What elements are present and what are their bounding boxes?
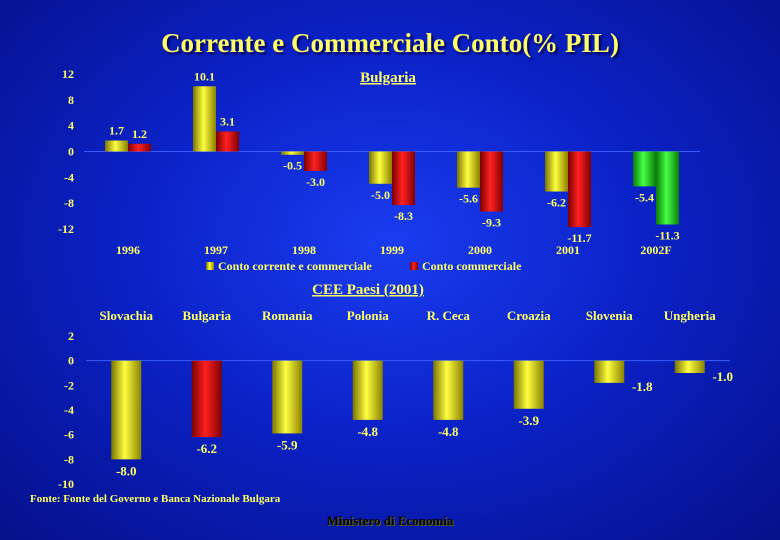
data-label: -6.2 [547, 196, 566, 210]
bar-country [191, 360, 222, 438]
data-label: 10.1 [194, 69, 215, 83]
y-tick-label: -2 [64, 378, 74, 392]
bulgaria-x-labels: 1996 1997 1998 1999 2000 2001 2002F [116, 243, 672, 257]
y-tick-label: -6 [64, 428, 74, 442]
bar-current-account [193, 86, 216, 152]
category-label: Croazia [507, 308, 551, 323]
bar-trade-account [392, 151, 415, 206]
bar-current-account [633, 151, 656, 187]
bar-country [594, 360, 625, 383]
data-label: 1.2 [132, 127, 147, 141]
y-tick-label: 12 [62, 67, 74, 81]
y-tick-label: 2 [68, 329, 74, 343]
data-label: -11.7 [567, 231, 591, 245]
data-label: -1.8 [632, 379, 653, 394]
data-label: -0.5 [283, 159, 302, 173]
x-tick-label: 2001 [556, 243, 580, 257]
x-tick-label: 1997 [204, 243, 228, 257]
legend-swatch-current [206, 262, 214, 270]
bar-trade-account [304, 151, 327, 171]
bar-current-account [545, 151, 568, 192]
x-tick-label: 1999 [380, 243, 404, 257]
category-label: Slovachia [100, 308, 154, 323]
bulgaria-chart-title: Bulgaria [360, 70, 416, 86]
data-label: -1.0 [712, 369, 733, 384]
y-tick-label: 4 [68, 119, 74, 133]
legend-swatch-trade [410, 262, 418, 270]
bar-country [272, 360, 303, 434]
data-label: -4.8 [357, 424, 378, 439]
data-label: -6.2 [196, 441, 217, 456]
data-label: -3.9 [518, 413, 539, 428]
data-label: -5.6 [459, 192, 478, 206]
bar-country [111, 360, 142, 460]
slide-title: Corrente e Commerciale Conto(% PIL) [161, 28, 619, 58]
bar-country [352, 360, 383, 420]
source-note: Fonte: Fonte del Governo e Banca Naziona… [30, 493, 281, 505]
bulgaria-data-labels: 1.7 1.2 10.1 3.1 -0.5 -3.0 -5.0 -8.3 -5.6 -9.3 -6.… [109, 69, 680, 245]
cee-chart: CEE Paesi (2001) Slovachia Bulgaria Romani… [58, 282, 733, 491]
data-label: -8.3 [394, 209, 413, 223]
data-label: -8.0 [116, 463, 137, 478]
data-label: -11.3 [655, 228, 679, 242]
data-label: 1.7 [109, 124, 124, 138]
y-tick-label: -10 [58, 477, 74, 491]
y-tick-label: -4 [64, 403, 74, 417]
cee-y-axis: 2 0 -2 -4 -6 -8 -10 [58, 329, 730, 491]
data-label: -5.9 [277, 437, 298, 452]
bulgaria-legend: Conto corrente e commerciale Conto comme… [206, 259, 522, 273]
cee-bars [111, 360, 705, 460]
bulgaria-bars [105, 86, 679, 228]
bar-trade-account [128, 143, 151, 152]
x-tick-label: 2000 [468, 243, 492, 257]
bar-country [433, 360, 464, 420]
bar-current-account [369, 151, 392, 184]
bar-trade-account [216, 131, 239, 152]
cee-category-labels: Slovachia Bulgaria Romania Polonia R. Ceca Cr… [100, 308, 717, 323]
cee-data-labels: -8.0 -6.2 -5.9 -4.8 -4.8 -3.9 -1.8 -1.0 [116, 369, 733, 478]
x-tick-label: 1998 [292, 243, 316, 257]
data-label: -4.8 [438, 424, 459, 439]
y-tick-label: -8 [64, 452, 74, 466]
y-tick-label: -8 [64, 196, 74, 210]
x-tick-label: 1996 [116, 243, 140, 257]
bar-country [513, 360, 544, 409]
category-label: Romania [262, 308, 313, 323]
category-label: Ungheria [664, 308, 717, 323]
category-label: Slovenia [586, 308, 633, 323]
bar-current-account [281, 151, 304, 155]
bar-trade-account [480, 151, 503, 212]
category-label: Bulgaria [183, 308, 232, 323]
data-label: -3.0 [306, 175, 325, 189]
category-label: Polonia [347, 308, 389, 323]
x-tick-label: 2002F [640, 243, 671, 257]
bar-trade-account [656, 151, 679, 225]
data-label: 3.1 [220, 114, 235, 128]
bar-current-account [105, 140, 128, 152]
y-tick-label: 0 [68, 145, 74, 159]
legend-label-current: Conto corrente e commerciale [218, 259, 372, 273]
bar-trade-account [568, 151, 591, 228]
legend-label-trade: Conto commerciale [422, 259, 522, 273]
data-label: -5.4 [635, 190, 654, 204]
ministry-footer: Ministero di Economia [326, 513, 454, 528]
y-tick-label: 8 [68, 93, 74, 107]
cee-chart-title: CEE Paesi (2001) [312, 282, 424, 298]
y-tick-label: 0 [68, 354, 74, 368]
y-tick-label: -4 [64, 170, 74, 184]
bar-country [674, 360, 705, 373]
bar-current-account [457, 151, 480, 188]
category-label: R. Ceca [427, 308, 471, 323]
y-tick-label: -12 [58, 222, 74, 236]
data-label: -5.0 [371, 188, 390, 202]
data-label: -9.3 [482, 216, 501, 230]
